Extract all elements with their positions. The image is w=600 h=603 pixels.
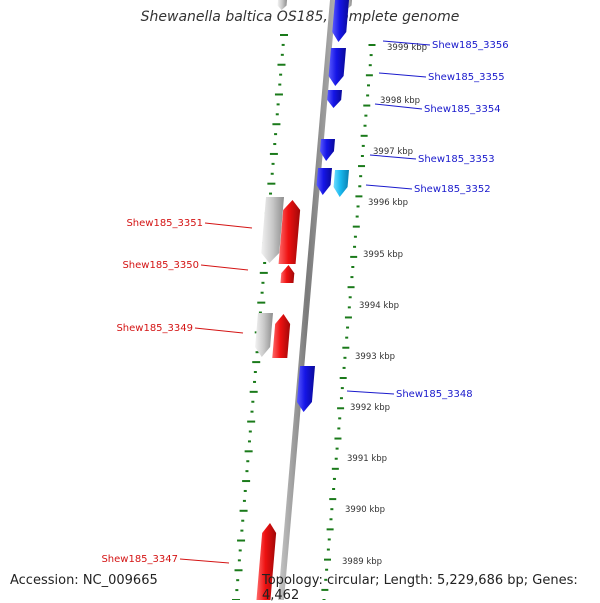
forward-gene-arrow bbox=[327, 90, 342, 108]
reverse-gene-label: Shew185_3350 bbox=[122, 260, 199, 271]
grey-gene-arrow bbox=[261, 197, 284, 263]
gene-arrows bbox=[256, 0, 349, 600]
ruler-label: 3992 kbp bbox=[350, 403, 390, 413]
reverse-gene-label: Shew185_3349 bbox=[116, 323, 193, 334]
ruler-label: 3991 kbp bbox=[347, 454, 387, 464]
accession-text: Accession: NC_009665 bbox=[10, 573, 158, 588]
reverse-label-leader bbox=[200, 264, 249, 271]
forward-label-leader bbox=[365, 184, 413, 190]
forward-label-leader bbox=[369, 154, 417, 160]
grey-genes bbox=[255, 0, 352, 357]
forward-gene-label: Shew185_3355 bbox=[428, 72, 505, 83]
ruler-label: 3997 kbp bbox=[373, 147, 413, 157]
forward-label-leader bbox=[374, 103, 423, 110]
forward-gene-label: Shew185_3356 bbox=[432, 40, 509, 51]
topology-summary: Topology: circular; Length: 5,229,686 bp… bbox=[262, 573, 578, 603]
label-leaders bbox=[179, 40, 431, 564]
grey-gene-arrow bbox=[277, 0, 287, 10]
reverse-label-leader bbox=[179, 558, 230, 564]
ruler-label: 3990 kbp bbox=[345, 505, 385, 515]
gene-labels: Shew185_3356 Shew185_3355 Shew185_3354 Shew… bbox=[101, 40, 508, 565]
kbp-ruler: 3999 kbp 3998 kbp 3997 kbp 3996 kbp 3995 kbp… bbox=[342, 43, 427, 567]
genome-title: Shewanella baltica OS185, complete genom… bbox=[140, 9, 460, 25]
forward-gene-label: Shew185_3353 bbox=[418, 154, 495, 165]
reverse-gene-arrow bbox=[280, 265, 295, 283]
grey-gene-arrow bbox=[255, 313, 273, 357]
forward-gene-label: Shew185_3348 bbox=[396, 389, 473, 400]
ruler-label: 3989 kbp bbox=[342, 557, 382, 567]
forward-label-leader bbox=[382, 40, 431, 46]
reverse-label-leader bbox=[204, 222, 253, 229]
ruler-label: 3993 kbp bbox=[355, 352, 395, 362]
reverse-gene-arrow bbox=[278, 200, 301, 264]
forward-gene-arrow bbox=[316, 168, 332, 195]
forward-gene-arrow bbox=[333, 170, 349, 197]
reverse-gene-arrow bbox=[256, 523, 277, 600]
ruler-label: 3994 kbp bbox=[359, 301, 399, 311]
reverse-gene-label: Shew185_3347 bbox=[101, 554, 178, 565]
ruler-label: 3996 kbp bbox=[368, 198, 408, 208]
forward-gene-arrow bbox=[328, 48, 346, 86]
ruler-label: 3995 kbp bbox=[363, 250, 403, 260]
reverse-label-leader bbox=[194, 327, 244, 334]
forward-gene-arrow bbox=[332, 0, 349, 42]
ruler-label: 3998 kbp bbox=[380, 96, 420, 106]
forward-gene-label: Shew185_3352 bbox=[414, 184, 491, 195]
reverse-gene-label: Shew185_3351 bbox=[126, 218, 203, 229]
forward-gene-arrow bbox=[296, 366, 315, 412]
forward-label-leader bbox=[346, 390, 395, 395]
forward-gene-label: Shew185_3354 bbox=[424, 104, 501, 115]
forward-gene-arrow bbox=[319, 139, 335, 161]
ruler-label: 3999 kbp bbox=[387, 43, 427, 53]
genome-backbone bbox=[278, 0, 336, 600]
forward-label-leader bbox=[378, 72, 427, 78]
reverse-gene-arrow bbox=[272, 314, 291, 358]
